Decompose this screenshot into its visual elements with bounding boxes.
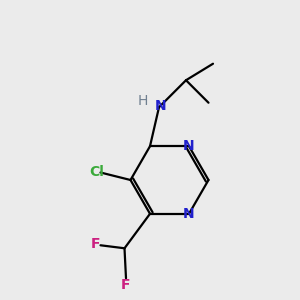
Text: N: N <box>155 99 166 113</box>
Text: F: F <box>90 237 100 251</box>
Text: Cl: Cl <box>89 166 104 179</box>
Text: F: F <box>121 278 131 292</box>
Text: N: N <box>183 207 195 221</box>
Text: N: N <box>183 139 195 153</box>
Text: H: H <box>137 94 148 108</box>
